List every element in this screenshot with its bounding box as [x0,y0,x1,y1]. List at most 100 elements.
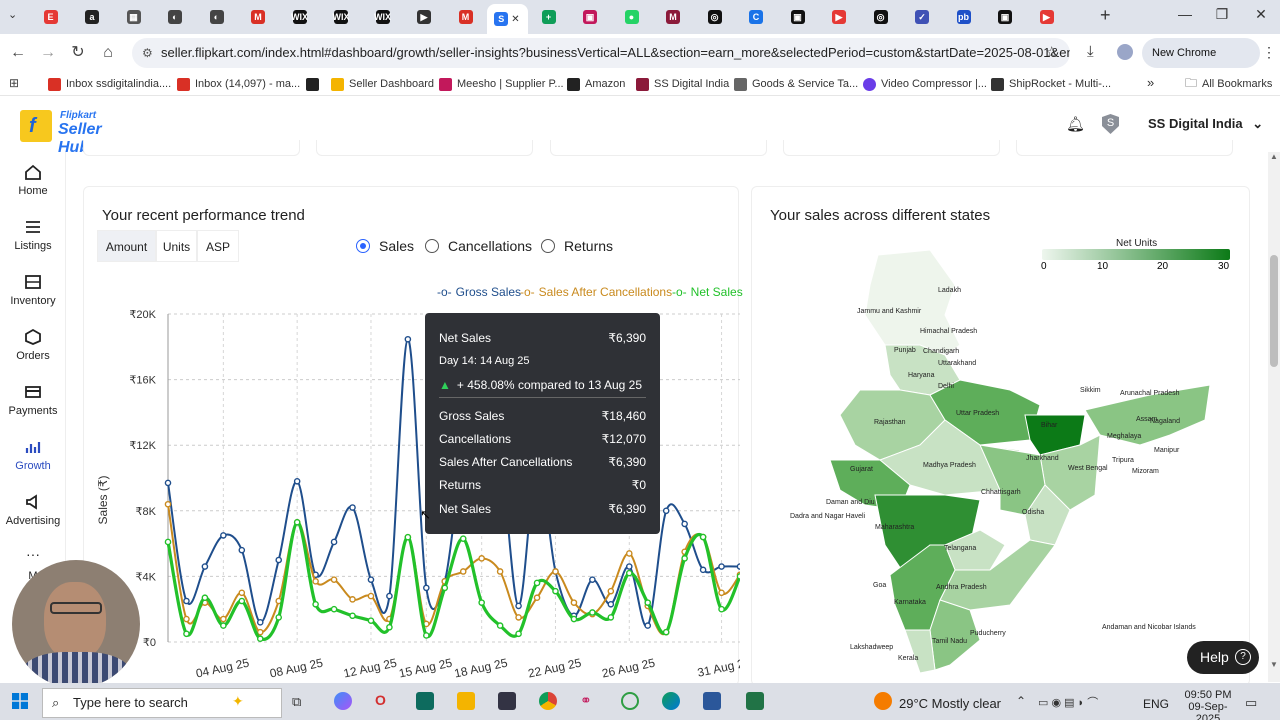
summary-card[interactable] [550,140,767,156]
browser-tab[interactable]: ◎ [694,4,735,30]
sidebar-item-growth[interactable]: Growth [0,439,66,472]
scroll-down-icon[interactable]: ▼ [1270,660,1278,669]
profile-avatar[interactable] [1117,44,1133,60]
sidebar-item-orders[interactable]: Orders [0,329,66,362]
copilot-icon[interactable] [334,692,352,710]
summary-card[interactable] [316,140,533,156]
chrome-icon[interactable] [539,692,557,710]
browser-tab[interactable]: M [653,4,694,30]
browser-tab[interactable]: S ✕ [486,4,528,34]
browser-tab[interactable]: a [72,4,113,30]
browser-tab[interactable]: ◐ [155,4,196,30]
address-bar[interactable]: ⚙ seller.flipkart.com/index.html#dashboa… [132,38,1070,68]
more-bookmarks-icon[interactable]: » [1147,75,1155,90]
new-tab-button[interactable]: + [1100,5,1111,25]
bell-icon[interactable]: 🔔︎ [1066,116,1086,133]
minimize-icon[interactable]: — [1178,6,1192,22]
app-icon[interactable] [621,692,639,710]
india-states-map[interactable]: Ladakh Jammu and Kashmir Himachal Pradesh P… [770,245,1230,675]
chrome-menu-icon[interactable]: ⋮ [1262,44,1276,60]
bookmark-item[interactable]: SS Digital India [636,75,729,93]
help-button[interactable]: Help ? [1187,641,1259,674]
browser-tab[interactable]: ● [611,4,652,30]
browser-tab[interactable]: E [30,4,71,30]
browser-tab[interactable]: WIX [279,4,320,30]
map-region[interactable] [1084,384,1211,446]
tab-asp[interactable]: ASP [197,230,239,262]
app-icon[interactable] [498,692,516,710]
new-chrome-available-button[interactable]: New Chrome available [1142,38,1260,89]
bookmark-item[interactable]: ShipRocket - Multi-... [991,75,1111,93]
browser-tab[interactable]: WIX [362,4,403,30]
apps-grid-icon[interactable]: ⊞ [9,76,20,90]
sidebar-item-home[interactable]: Home [0,164,66,197]
task-view-icon[interactable]: ⧉ [292,694,302,709]
browser-tab[interactable]: pb [943,4,984,30]
opera-icon[interactable]: O [375,692,386,708]
browser-tab[interactable]: ◐ [196,4,237,30]
weather-icon[interactable] [874,692,892,710]
browser-tab[interactable]: C [736,4,777,30]
legend-sales-after-cancellations[interactable]: -o- Sales After Cancellations [520,285,672,299]
scrollbar-thumb[interactable] [1270,255,1278,367]
forward-arrow-icon[interactable]: → [40,44,56,61]
app-icon[interactable]: ⚭ [580,692,592,708]
clock[interactable]: 09:50 PM 09-Sep-2025 [1180,689,1236,720]
browser-tab[interactable]: M [445,4,486,30]
browser-tab[interactable]: WIX [321,4,362,30]
word-icon[interactable] [703,692,721,710]
maximize-icon[interactable]: ❐ [1215,6,1229,22]
browser-tab[interactable]: ✓ [902,4,943,30]
close-window-icon[interactable]: ✕ [1255,6,1267,22]
bookmark-item[interactable]: Video Compressor |... [863,75,987,93]
tab-amount[interactable]: Amount [97,230,156,262]
all-bookmarks-button[interactable]: 🗀 All Bookmarks [1185,75,1272,93]
sidebar-item-advertising[interactable]: Advertising [0,494,66,527]
home-icon[interactable]: ⌂ [103,44,113,61]
back-arrow-icon[interactable]: ← [10,44,26,61]
page-scrollbar[interactable]: ▲ ▼ [1268,152,1280,682]
tray-icons[interactable]: ▭ ◉ ▤ ◗ ⌒ [1038,697,1099,709]
radio-sales[interactable]: Sales [356,238,414,254]
edge-icon[interactable] [662,692,680,710]
bookmark-item[interactable]: Goods & Service Ta... [734,75,858,93]
download-icon[interactable]: ⤓ [1087,43,1094,60]
tab-search-icon[interactable]: ⌄ [8,9,18,21]
legend-net-sales[interactable]: -o- Net Sales [672,285,743,299]
weather-text[interactable]: 29°C Mostly clear [899,696,1002,711]
map-region[interactable] [864,249,961,356]
sidebar-item-inventory[interactable]: Inventory [0,274,66,307]
sidebar-item-listings[interactable]: Listings [0,219,66,252]
browser-tab[interactable]: ▶ [819,4,860,30]
browser-tab[interactable]: + [528,4,569,30]
browser-tab[interactable]: M [238,4,279,30]
file-explorer-icon[interactable] [457,692,475,710]
radio-cancellations[interactable]: Cancellations [425,238,532,254]
bookmark-item[interactable]: Inbox ssdigitalindia.... [48,75,171,93]
bookmark-item[interactable] [306,75,319,93]
reload-icon[interactable]: ↻ [71,44,85,61]
store-selector[interactable]: SS Digital India ⌄ [1148,116,1263,132]
map-region[interactable] [1024,484,1071,546]
bookmark-item[interactable]: Meesho | Supplier P... [439,75,564,93]
browser-tab[interactable]: ▦ [113,4,154,30]
radio-returns[interactable]: Returns [541,238,613,254]
summary-card[interactable] [1016,140,1233,156]
bookmark-item[interactable]: Seller Dashboard [331,75,434,93]
taskbar-search[interactable]: ⌕ Type here to search [42,688,282,718]
language-indicator[interactable]: ENG [1143,697,1170,711]
map-region[interactable] [879,419,1021,496]
summary-card[interactable] [783,140,1000,156]
map-region[interactable] [904,629,936,674]
browser-tab[interactable]: ◎ [860,4,901,30]
browser-tab[interactable]: ▣ [570,4,611,30]
flipkart-seller-hub-logo[interactable]: f Flipkart Seller Hub [20,108,135,156]
legend-gross-sales[interactable]: -o- Gross Sales [437,285,521,299]
bookmark-item[interactable]: Amazon [567,75,625,93]
seller-badge-icon[interactable]: S [1102,114,1119,134]
browser-tab[interactable]: ▶ [404,4,445,30]
browser-tab[interactable]: ▶ [1026,4,1067,30]
browser-tab[interactable]: ▣ [777,4,818,30]
notification-icon[interactable]: ▭ [1245,695,1258,710]
tab-units[interactable]: Units [156,230,197,262]
